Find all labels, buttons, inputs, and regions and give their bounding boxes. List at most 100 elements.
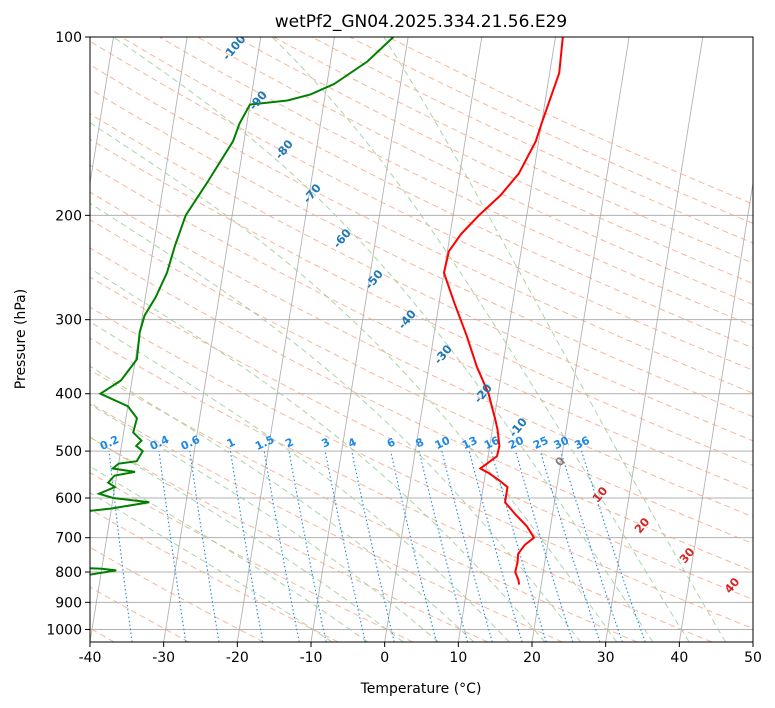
- mixing-ratio-line: [158, 451, 187, 642]
- isotherm-line: [384, 37, 483, 642]
- dry-adiabat-line: [90, 164, 753, 492]
- moist-adiabat-line: [383, 37, 726, 642]
- dry-adiabat-line: [90, 436, 488, 642]
- dry-adiabat-line: [90, 472, 414, 642]
- moist-adiabat-line: [90, 267, 546, 642]
- mixing-ratio-label: 1.5: [253, 433, 276, 453]
- mixing-ratio-lines: 0.1 0.2 0.4 0.6 1 1.5 2 3 4 6 8 10 13 16 20 25 30 36: [98, 433, 646, 642]
- x-tick-label: 30: [597, 650, 615, 666]
- moist-adiabat-line: [113, 37, 654, 642]
- x-tick-label: -30: [152, 650, 175, 666]
- moist-adiabat-line: [90, 403, 439, 642]
- y-tick-label: 600: [55, 491, 82, 507]
- moist-adiabat-line: [90, 202, 582, 642]
- dry-adiabat-line: [90, 306, 753, 630]
- mixing-ratio-line: [581, 450, 646, 642]
- isotherm-gridlines: [90, 37, 753, 642]
- mixing-ratio-label: 0.2: [98, 433, 121, 453]
- isotherm-line: [236, 37, 335, 642]
- plot-area: 0.1 0.2 0.4 0.6 1 1.5 2 3 4 6 8 10 13 16 20 25 30 36 -100…: [90, 37, 753, 642]
- mixing-ratio-line: [468, 450, 523, 642]
- moist-adiabats: [90, 37, 726, 642]
- dry-adiabat-line: [90, 113, 753, 442]
- dry-adiabat-line: [90, 402, 563, 642]
- mixing-ratio-line: [441, 450, 493, 642]
- mixing-ratio-line: [418, 450, 469, 642]
- dry-adiabat-label: -10: [506, 415, 530, 440]
- mixing-ratio-label: 20: [506, 434, 526, 452]
- dry-adiabat-line: [90, 191, 753, 518]
- mixing-ratio-line: [229, 451, 264, 642]
- dry-adiabat-line: [90, 508, 339, 642]
- dry-adiabat-line: [235, 37, 753, 285]
- mixing-ratio-label: 0.6: [179, 433, 202, 453]
- y-tick-label: 1000: [46, 622, 82, 638]
- isotherm-line: [531, 37, 630, 642]
- x-tick-label: 50: [744, 650, 762, 666]
- mixing-ratio-label: 1: [225, 435, 237, 450]
- isobar-gridlines: [90, 37, 753, 630]
- moist-adiabat-line: [90, 465, 368, 642]
- dry-adiabat-line: [387, 37, 753, 205]
- dry-adiabat-label: 40: [721, 575, 742, 596]
- moist-adiabat-line: [90, 321, 510, 642]
- moist-adiabat-line: [90, 436, 404, 642]
- dry-adiabat-line: [90, 138, 753, 466]
- x-axis-ticks: -40 -30 -20 -10 0 10 20 30 40 50: [79, 642, 762, 666]
- mixing-ratio-line: [515, 450, 574, 642]
- dry-adiabat-label: -80: [272, 137, 296, 162]
- mixing-ratio-label: 3: [319, 435, 331, 450]
- mixing-ratio-label: 13: [460, 434, 479, 452]
- mixing-ratio-line: [288, 451, 327, 642]
- y-tick-label: 900: [55, 595, 82, 611]
- chart-title: wetPf2_GN04.2025.334.21.56.E29: [275, 12, 567, 32]
- x-axis-label: Temperature (°C): [360, 681, 482, 697]
- dry-adiabat-label: -50: [362, 267, 386, 292]
- mixing-ratio-line: [189, 451, 220, 642]
- mixing-ratio-line: [351, 450, 395, 642]
- y-axis-ticks: 100 200 300 400 500 600 700 800 900 1000: [46, 30, 90, 638]
- dry-adiabat-line: [90, 369, 638, 642]
- dry-adiabat-line: [120, 37, 753, 349]
- moist-adiabat-line: [90, 492, 333, 642]
- dry-adiabat-line: [197, 37, 753, 306]
- moist-adiabat-line: [90, 122, 618, 642]
- y-tick-label: 800: [55, 565, 82, 581]
- mixing-ratio-label: 10: [433, 434, 453, 452]
- sounding-profiles: [90, 37, 564, 585]
- plot-frame: [89, 36, 754, 643]
- dry-adiabat-line: [90, 40, 753, 371]
- mixing-ratio-label: 6: [385, 435, 398, 450]
- y-tick-label: 200: [55, 208, 82, 224]
- dewpoint-profile-line: [90, 37, 395, 576]
- temperature-profile-line: [442, 37, 564, 585]
- y-tick-label: 300: [55, 313, 82, 329]
- isotherm-line: [163, 37, 262, 642]
- x-tick-label: 40: [670, 650, 688, 666]
- y-tick-label: 100: [55, 30, 82, 46]
- mixing-ratio-line: [560, 450, 623, 642]
- isotherm-line: [310, 37, 409, 642]
- isotherm-line: [457, 37, 556, 642]
- x-tick-label: 20: [523, 650, 541, 666]
- dry-adiabat-line: [90, 247, 753, 572]
- x-tick-label: -40: [79, 650, 102, 666]
- dry-adiabat-line: [90, 546, 264, 642]
- isotherm-line: [605, 37, 704, 642]
- isotherm-line: [678, 180, 753, 642]
- y-tick-label: 700: [55, 531, 82, 547]
- mixing-ratio-label: 0.4: [148, 433, 171, 453]
- isotherm-line: [90, 37, 114, 186]
- dry-adiabat-line: [90, 219, 753, 545]
- dry-adiabat-line: [90, 337, 712, 642]
- mixing-ratio-label: 25: [531, 434, 550, 452]
- dry-adiabat-label: -60: [330, 226, 354, 251]
- mixing-ratio-line: [490, 450, 547, 642]
- y-tick-label: 400: [55, 387, 82, 403]
- mixing-ratio-label: 2: [283, 435, 295, 450]
- dry-adiabat-label: 10: [589, 484, 610, 505]
- y-tick-label: 500: [55, 444, 82, 460]
- mixing-ratio-label: 36: [572, 434, 592, 452]
- dry-adiabat-line: [90, 276, 753, 600]
